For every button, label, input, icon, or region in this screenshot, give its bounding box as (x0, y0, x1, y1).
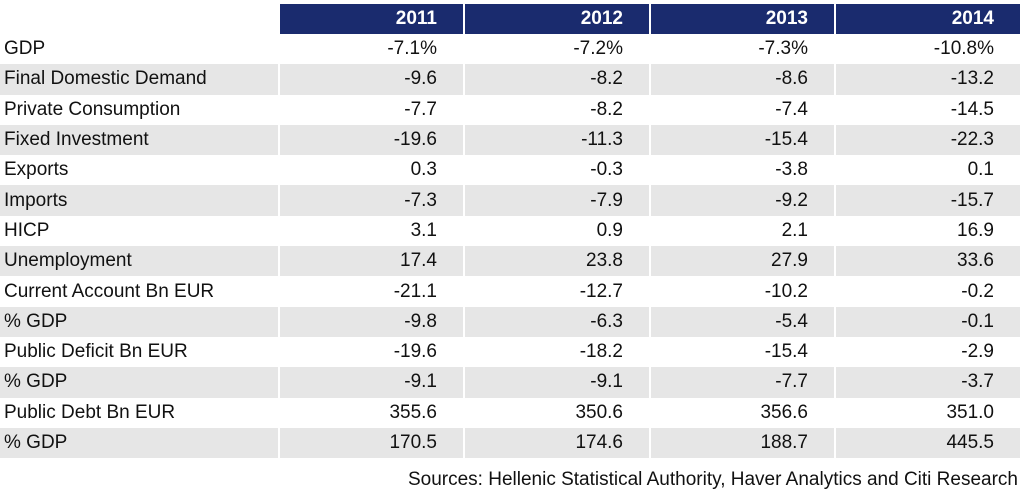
row-label: Private Consumption (0, 94, 278, 125)
value-cell: -7.3% (649, 34, 834, 65)
value-cell: 356.6 (649, 397, 834, 428)
value-cell: -7.2% (463, 34, 649, 65)
value-cell: 2.1 (649, 215, 834, 247)
value-cell: 188.7 (649, 427, 834, 459)
value-cell: -12.7 (463, 276, 649, 307)
table-row: GDP -7.1% -7.2% -7.3% -10.8% (0, 34, 1020, 65)
row-label: % GDP (0, 427, 278, 459)
value-cell: 0.1 (834, 155, 1020, 186)
table-row: Exports 0.3 -0.3 -3.8 0.1 (0, 155, 1020, 186)
value-cell: -9.1 (278, 367, 463, 398)
row-label: % GDP (0, 367, 278, 398)
value-cell: 3.1 (278, 215, 463, 247)
value-cell: -8.2 (463, 94, 649, 125)
row-label: Fixed Investment (0, 124, 278, 156)
value-cell: 445.5 (834, 427, 1020, 459)
value-cell: -6.3 (463, 306, 649, 337)
value-cell: 33.6 (834, 246, 1020, 277)
table-row: % GDP -9.8 -6.3 -5.4 -0.1 (0, 306, 1020, 337)
row-label: GDP (0, 34, 278, 65)
value-cell: 16.9 (834, 215, 1020, 247)
year-header: 2013 (649, 4, 834, 34)
value-cell: -8.6 (649, 64, 834, 95)
value-cell: -3.7 (834, 367, 1020, 398)
value-cell: 23.8 (463, 246, 649, 277)
table-row: % GDP -9.1 -9.1 -7.7 -3.7 (0, 367, 1020, 398)
table-row: Private Consumption -7.7 -8.2 -7.4 -14.5 (0, 94, 1020, 125)
value-cell: 27.9 (649, 246, 834, 277)
value-cell: -10.8% (834, 34, 1020, 65)
value-cell: -7.3 (278, 185, 463, 216)
table-row: Final Domestic Demand -9.6 -8.2 -8.6 -13.2 (0, 64, 1020, 95)
value-cell: -9.1 (463, 367, 649, 398)
value-cell: -19.6 (278, 336, 463, 368)
header-row: 2011 2012 2013 2014 (0, 4, 1020, 34)
row-label: Final Domestic Demand (0, 64, 278, 95)
value-cell: -9.2 (649, 185, 834, 216)
value-cell: 355.6 (278, 397, 463, 428)
value-cell: 351.0 (834, 397, 1020, 428)
value-cell: 0.3 (278, 155, 463, 186)
value-cell: -0.3 (463, 155, 649, 186)
value-cell: -3.8 (649, 155, 834, 186)
row-label: % GDP (0, 306, 278, 337)
value-cell: -10.2 (649, 276, 834, 307)
value-cell: -7.1% (278, 34, 463, 65)
value-cell: -9.6 (278, 64, 463, 95)
value-cell: 0.9 (463, 215, 649, 247)
row-label: Unemployment (0, 246, 278, 277)
value-cell: -11.3 (463, 124, 649, 156)
row-label: Current Account Bn EUR (0, 276, 278, 307)
table-row: Imports -7.3 -7.9 -9.2 -15.7 (0, 185, 1020, 216)
value-cell: -15.4 (649, 336, 834, 368)
value-cell: -7.4 (649, 94, 834, 125)
value-cell: -13.2 (834, 64, 1020, 95)
value-cell: 350.6 (463, 397, 649, 428)
row-label: Public Deficit Bn EUR (0, 336, 278, 368)
row-label: Public Debt Bn EUR (0, 397, 278, 428)
table-row: Fixed Investment -19.6 -11.3 -15.4 -22.3 (0, 124, 1020, 156)
table-row: HICP 3.1 0.9 2.1 16.9 (0, 215, 1020, 247)
value-cell: -0.2 (834, 276, 1020, 307)
value-cell: 17.4 (278, 246, 463, 277)
value-cell: -19.6 (278, 124, 463, 156)
table-body: GDP -7.1% -7.2% -7.3% -10.8% Final Domestic D… (0, 34, 1020, 459)
value-cell: -22.3 (834, 124, 1020, 156)
value-cell: -7.9 (463, 185, 649, 216)
value-cell: -14.5 (834, 94, 1020, 125)
value-cell: -18.2 (463, 336, 649, 368)
value-cell: -8.2 (463, 64, 649, 95)
forecast-table: 2011 2012 2013 2014 GDP -7.1% -7.2% -7.3% -1… (0, 4, 1020, 459)
row-label: HICP (0, 215, 278, 247)
table-row: % GDP 170.5 174.6 188.7 445.5 (0, 427, 1020, 459)
row-label: Exports (0, 155, 278, 186)
table-row: Unemployment 17.4 23.8 27.9 33.6 (0, 246, 1020, 277)
table-row: Public Debt Bn EUR 355.6 350.6 356.6 351.0 (0, 397, 1020, 428)
value-cell: -15.7 (834, 185, 1020, 216)
value-cell: -15.4 (649, 124, 834, 156)
value-cell: -5.4 (649, 306, 834, 337)
year-header: 2012 (463, 4, 649, 34)
source-note: Sources: Hellenic Statistical Authority,… (407, 469, 1018, 490)
value-cell: 174.6 (463, 427, 649, 459)
value-cell: 170.5 (278, 427, 463, 459)
row-label: Imports (0, 185, 278, 216)
value-cell: -0.1 (834, 306, 1020, 337)
header-blank-cell (0, 4, 278, 34)
value-cell: -2.9 (834, 336, 1020, 368)
table-row: Public Deficit Bn EUR -19.6 -18.2 -15.4 -2.9 (0, 336, 1020, 368)
value-cell: -7.7 (649, 367, 834, 398)
year-header: 2011 (278, 4, 463, 34)
value-cell: -21.1 (278, 276, 463, 307)
value-cell: -9.8 (278, 306, 463, 337)
table-row: Current Account Bn EUR -21.1 -12.7 -10.2 -0.… (0, 276, 1020, 307)
value-cell: -7.7 (278, 94, 463, 125)
year-header: 2014 (834, 4, 1020, 34)
